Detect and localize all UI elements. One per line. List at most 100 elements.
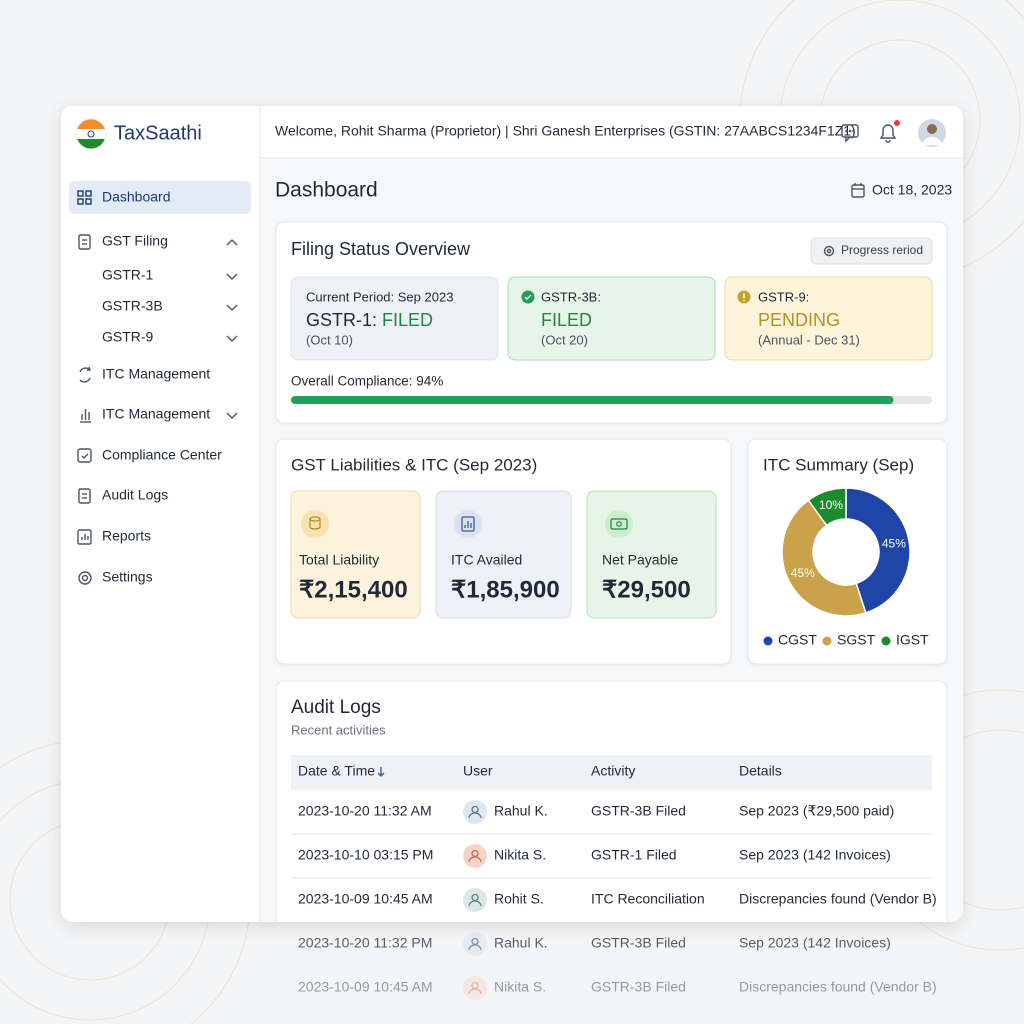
- table-row: 2023-10-20 11:32 PM Rahul K. GSTR-3B Filed…: [298, 932, 891, 956]
- nav-icon: [79, 366, 91, 383]
- profile-avatar[interactable]: [916, 117, 948, 149]
- column-header[interactable]: Date & Time: [298, 763, 375, 779]
- table-cell: ITC Reconciliation: [591, 891, 705, 907]
- progress-fill: [291, 396, 894, 404]
- gear-icon: [823, 245, 835, 257]
- legend-swatch: [763, 636, 773, 646]
- nav-icon: [78, 234, 91, 250]
- button-label[interactable]: Progress reriod: [841, 243, 923, 257]
- status-card: [724, 276, 933, 361]
- column-header: Details: [739, 763, 782, 779]
- card-subtitle: Recent activities: [291, 722, 386, 737]
- status-form: GSTR-9:: [758, 289, 809, 304]
- column-header: Activity: [591, 763, 635, 779]
- itc-card: [747, 438, 948, 665]
- legend: CGST SGST IGST: [763, 632, 929, 648]
- bell-icon[interactable]: [879, 124, 897, 143]
- table-cell: GSTR-1 Filed: [591, 847, 677, 863]
- nav-subitem[interactable]: GSTR-3B: [102, 298, 163, 314]
- amount-label: Net Payable: [602, 552, 678, 568]
- brand-logo: [75, 118, 107, 150]
- status-card: [290, 276, 499, 361]
- status-note: (Annual - Dec 31): [758, 332, 860, 347]
- table-cell: Discrepancies found (Vendor B): [739, 891, 937, 907]
- nav-subitem[interactable]: GSTR-1: [102, 267, 154, 283]
- compliance-label: Overall Compliance: 94%: [291, 374, 443, 389]
- user-avatar-body: [468, 944, 482, 951]
- nav-item[interactable]: ITC Management: [102, 406, 210, 422]
- legend-label: SGST: [837, 632, 876, 648]
- donut-slice: [845, 487, 911, 614]
- user-avatar-body: [468, 988, 482, 995]
- nav-item[interactable]: GST Filing: [102, 233, 168, 249]
- nav-icon: [78, 571, 92, 585]
- status-form: GSTR-3B:: [541, 289, 601, 304]
- chat-icon[interactable]: [841, 124, 859, 143]
- nav-item[interactable]: Dashboard: [102, 189, 171, 205]
- card-title: Audit Logs: [291, 697, 381, 718]
- table-cell: Rahul K.: [494, 935, 548, 951]
- chart-title: ITC Summary (Sep): [763, 455, 914, 474]
- audit-card: [275, 680, 948, 922]
- check-icon: [521, 290, 535, 304]
- nav-item[interactable]: Audit Logs: [102, 487, 168, 503]
- nav-subitem[interactable]: GSTR-9: [102, 329, 154, 345]
- nav-icon: [80, 409, 91, 423]
- donut-chart: 45% 45% 10%: [781, 487, 911, 617]
- cash-icon: [605, 510, 633, 538]
- legend-swatch: [881, 636, 891, 646]
- column-header: User: [463, 763, 493, 779]
- status-period: Current Period: Sep 2023: [306, 289, 453, 304]
- donut-slice: [781, 499, 867, 617]
- table-cell: 2023-10-20 11:32 PM: [298, 935, 432, 951]
- chevron: [226, 304, 238, 311]
- nav-icon: [78, 488, 91, 504]
- status-value: FILED: [382, 310, 433, 330]
- table-cell: Rahul K.: [494, 803, 548, 819]
- status-line: GSTR-1: FILED: [306, 310, 433, 330]
- table-row: 2023-10-10 03:15 PM Nikita S. GSTR-1 Filed…: [291, 844, 932, 879]
- nav-icon: [77, 448, 92, 463]
- status-card: [507, 276, 716, 361]
- legend-label: CGST: [778, 632, 817, 648]
- amount-label: Total Liability: [299, 552, 379, 568]
- donut-slice: [807, 487, 847, 527]
- table-cell: 2023-10-10 03:15 PM: [298, 847, 433, 863]
- user-avatar-body: [468, 856, 482, 863]
- notification-dot: [894, 120, 900, 126]
- card-title: Filing Status Overview: [291, 239, 471, 259]
- card-title: GST Liabilities & ITC (Sep 2023): [291, 455, 537, 474]
- brand-name: TaxSaathi: [114, 122, 202, 144]
- nav-active-bg[interactable]: [69, 181, 251, 214]
- table-row: 2023-10-09 10:45 AM Nikita S. GSTR-3B File…: [298, 976, 937, 1000]
- nav-icon: [77, 190, 92, 205]
- nav-item[interactable]: Settings: [102, 569, 153, 585]
- table-cell: GSTR-3B Filed: [591, 979, 686, 995]
- current-date: Oct 18, 2023: [872, 182, 952, 198]
- nav-item[interactable]: Compliance Center: [102, 447, 222, 463]
- table-cell: 2023-10-09 10:45 AM: [298, 891, 433, 907]
- legend-label: IGST: [896, 632, 929, 648]
- table-row: 2023-10-09 10:45 AM Rohit S. ITC Reconcili…: [298, 888, 937, 912]
- slice-label: 10%: [819, 498, 843, 512]
- coins-icon: [301, 510, 329, 538]
- legend-swatch: [822, 636, 832, 646]
- nav-item[interactable]: Reports: [102, 528, 151, 544]
- chart-icon: [454, 510, 482, 538]
- amount-label: ITC Availed: [451, 552, 522, 568]
- amount-value: ₹1,85,900: [451, 576, 560, 603]
- page-title: Dashboard: [275, 179, 378, 202]
- table-cell: Sep 2023 (₹29,500 paid): [739, 803, 894, 819]
- chevron: [226, 273, 238, 280]
- nav-icon: [77, 529, 92, 545]
- user-avatar-body: [468, 812, 482, 819]
- period-button[interactable]: [810, 237, 933, 265]
- table-cell: Sep 2023 (142 Invoices): [739, 935, 891, 951]
- nav-item[interactable]: ITC Management: [102, 366, 210, 382]
- chevron: [226, 335, 238, 342]
- table-cell: Rohit S.: [494, 891, 544, 907]
- user-avatar: [463, 976, 487, 1000]
- calendar-icon: [851, 183, 865, 198]
